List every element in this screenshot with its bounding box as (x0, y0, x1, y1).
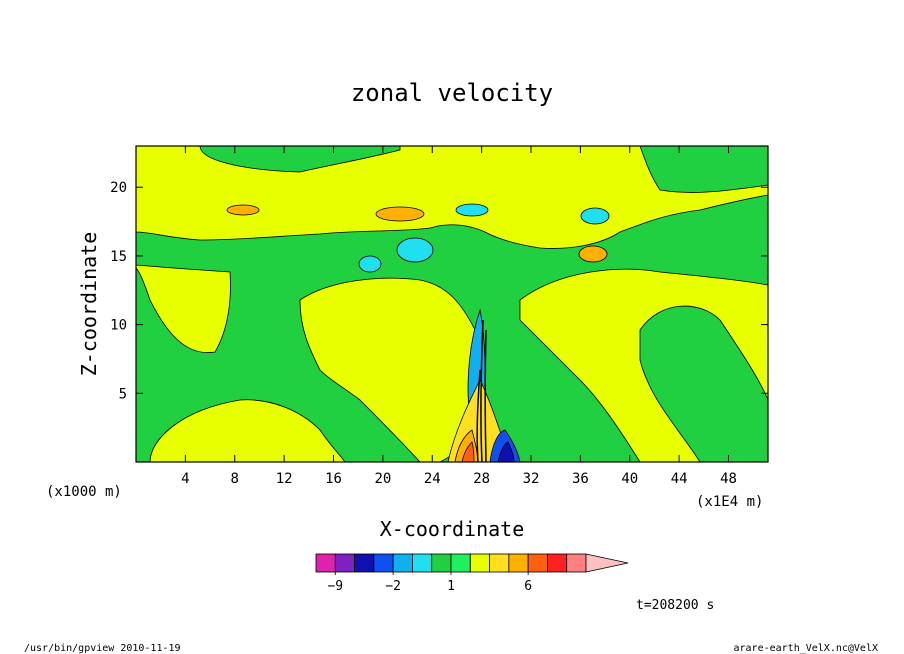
y-tick-label: 5 (119, 386, 127, 402)
colorbar-box (489, 553, 510, 573)
x-tick-label: 20 (374, 471, 391, 487)
colorbar-label: 1 (447, 579, 455, 594)
colorbar-box (469, 553, 490, 573)
footer-left: /usr/bin/gpview 2010-11-19 (24, 643, 181, 654)
region-right-green (639, 305, 768, 462)
colorbar: −9 −2 1 6 (315, 553, 629, 594)
contour-field (136, 146, 768, 462)
colorbar-box (315, 553, 336, 573)
jet-core (476, 319, 487, 462)
colorbar-box (373, 553, 394, 573)
x-tick-label: 44 (671, 471, 688, 487)
x-tick-label: 16 (325, 471, 342, 487)
blob-orange-3 (578, 245, 608, 263)
colorbar-box (527, 553, 548, 573)
colorbar-label: 6 (524, 579, 532, 594)
jet-dark-blue (497, 441, 515, 462)
plot-frame (135, 145, 769, 463)
x-tick-label: 24 (424, 471, 441, 487)
x-tick-label: 4 (181, 471, 189, 487)
y-tick-label: 10 (110, 318, 127, 334)
x-unit-label: (x1000 m) (46, 484, 122, 500)
time-annotation: t=208200 s (636, 598, 714, 613)
x-axis: 4 8 12 16 20 24 28 32 36 40 44 48 (181, 146, 737, 487)
colorbar-box (431, 553, 452, 573)
blob-cyan-4 (358, 255, 382, 273)
x-tick-label: 28 (473, 471, 490, 487)
y-tick-label: 15 (110, 249, 127, 265)
y-tick-label: 20 (110, 180, 127, 196)
colorbar-label: −9 (327, 579, 343, 594)
x-tick-label: 12 (276, 471, 293, 487)
jet-red (461, 441, 475, 462)
blob-cyan-1 (455, 203, 489, 217)
colorbar-box (566, 553, 587, 573)
x-scale-note: (x1E4 m) (696, 494, 763, 510)
x-tick-label: 48 (720, 471, 737, 487)
colorbar-box (412, 553, 433, 573)
region-bottom-left-yellow (149, 399, 346, 462)
colorbar-box (547, 553, 568, 573)
x-tick-label: 40 (621, 471, 638, 487)
blob-orange-2 (375, 206, 425, 222)
colorbar-label: −2 (385, 579, 401, 594)
colorbar-box (392, 553, 413, 573)
blob-cyan-3 (396, 237, 434, 263)
blob-cyan-2 (580, 207, 610, 225)
x-axis-label: X-coordinate (380, 517, 525, 541)
blob-orange-1 (226, 204, 260, 216)
footer-right: arare-earth_VelX.nc@VelX (734, 643, 879, 654)
chart-title: zonal velocity (351, 79, 553, 107)
region-left-yellow (136, 264, 231, 353)
colorbar-box (354, 553, 375, 573)
colorbar-box (450, 553, 471, 573)
colorbar-box (508, 553, 529, 573)
y-axis-label: Z-coordinate (77, 232, 101, 377)
region-upper-right-green (639, 146, 768, 193)
colorbar-overflow-arrow (585, 553, 629, 573)
x-tick-label: 8 (231, 471, 239, 487)
colorbar-box (334, 553, 355, 573)
x-tick-label: 36 (572, 471, 589, 487)
y-axis: 5 10 15 20 (110, 180, 768, 402)
region-upper-yellow (136, 146, 768, 249)
x-tick-label: 32 (523, 471, 540, 487)
